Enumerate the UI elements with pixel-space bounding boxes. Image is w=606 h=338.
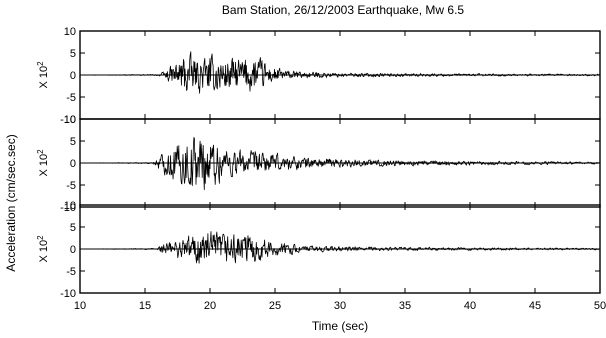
y-tick-label: 5 <box>70 48 76 60</box>
y-tick-label: -10 <box>60 288 76 300</box>
y-tick-label: 5 <box>70 136 76 148</box>
x-tick-label: 30 <box>334 300 346 312</box>
y-tick-label: -5 <box>66 266 76 278</box>
y-tick-label: 10 <box>64 200 76 212</box>
accel-trace-2 <box>80 138 600 190</box>
y-tick-label: 0 <box>70 158 76 170</box>
x-tick-label: 25 <box>269 300 281 312</box>
x-tick-label: 40 <box>464 300 476 312</box>
x-tick-label: 50 <box>594 300 606 312</box>
accel-trace-3 <box>80 232 600 264</box>
x-tick-label: 45 <box>529 300 541 312</box>
x-axis-label: Time (sec) <box>312 319 368 333</box>
panel-3: 10 5 0 -5 -10 X 102 <box>36 200 600 300</box>
x-tick-label: 20 <box>204 300 216 312</box>
y-tick-label: 0 <box>70 70 76 82</box>
x-tick-label: 10 <box>74 300 86 312</box>
y-tick-label: 10 <box>64 26 76 38</box>
x-tick-label: 35 <box>399 300 411 312</box>
y-tick-label: 5 <box>70 222 76 234</box>
scale-label: X 102 <box>36 61 50 89</box>
y-axis-label: Acceleration (cm/sec.sec) <box>4 134 18 271</box>
y-tick-label: 0 <box>70 244 76 256</box>
chart-title: Bam Station, 26/12/2003 Earthquake, Mw 6… <box>222 3 464 17</box>
x-tick-label: 15 <box>139 300 151 312</box>
scale-label: X 102 <box>36 235 50 263</box>
y-tick-label: -5 <box>66 180 76 192</box>
y-tick-label: -5 <box>66 92 76 104</box>
x-axis: 10 15 20 25 30 35 40 45 50 <box>74 300 606 312</box>
y-tick-label: 10 <box>64 114 76 126</box>
scale-label: X 102 <box>36 149 50 177</box>
accel-trace-1 <box>80 52 600 93</box>
